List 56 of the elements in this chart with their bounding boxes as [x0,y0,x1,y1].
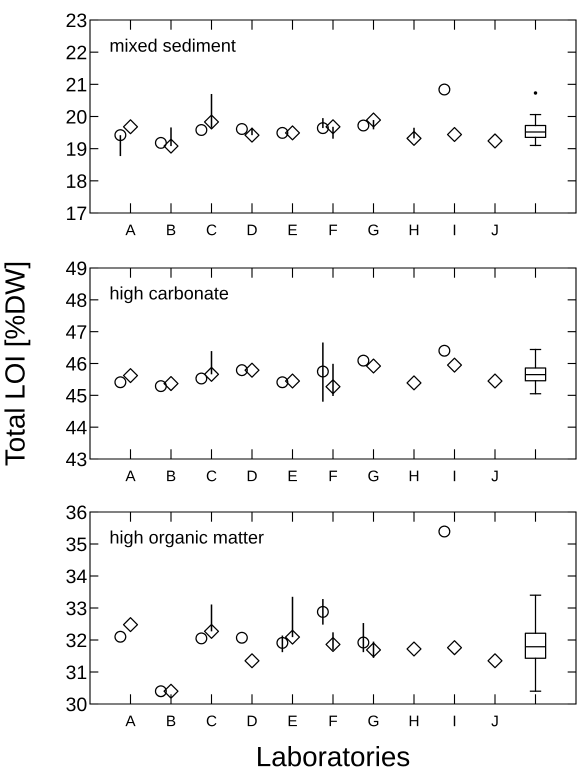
x-tick-label: D [248,716,257,726]
y-tick-label: 45 [66,389,86,403]
y-tick-label: 34 [66,569,87,584]
x-tick-label: F [330,224,338,236]
text: mixed sediment [110,38,236,52]
y-tick-label: 32 [66,633,86,648]
y-tick-label: 47 [66,325,86,339]
y-tick-label: 23 [66,13,86,28]
text: high organic matter [110,530,264,548]
x-tick-label: D [248,224,257,236]
y-tick-label: 48 [66,293,86,308]
y-tick-label: 49 [66,261,86,276]
y-tick-label: 31 [66,665,86,680]
y-tick-label: 18 [67,174,86,188]
x-tick-label: I [454,470,456,482]
x-tick-label: G [368,470,378,482]
x-tick-label: C [206,716,216,726]
x-tick-label: I [454,716,456,726]
y-axis-title: Total LOI [%DW] [4,262,30,466]
y-tick-label: 43 [66,452,86,466]
x-tick-label: J [491,470,498,482]
y-tick-label: 22 [66,46,86,60]
x-tick-label: H [410,716,418,726]
x-tick-label: I [454,224,456,236]
x-tick-label: C [206,224,216,236]
x-tick-label: J [491,716,498,726]
x-tick-label: B [167,224,176,236]
y-tick-label: 21 [66,78,86,92]
x-tick-label: J [491,224,498,236]
x-axis-title: Laboratories [258,746,410,766]
x-tick-label: G [368,716,378,726]
y-tick-label: 44 [66,420,87,434]
x-tick-label: E [288,716,297,726]
x-tick-label: A [125,470,136,482]
x-tick-label: F [330,470,338,482]
x-tick-label: F [330,716,338,726]
y-tick-label: 35 [66,537,86,552]
y-tick-label: 19 [67,142,86,156]
x-tick-label: B [167,716,176,726]
y-tick-label: 46 [66,356,86,371]
x-tick-label: H [410,224,418,236]
text: high carbonate [110,286,228,304]
x-tick-label: H [410,470,418,482]
y-tick-label: 20 [66,110,86,124]
y-tick-label: 30 [66,697,86,712]
x-tick-label: A [125,224,136,236]
y-tick-label: 33 [66,601,86,616]
x-tick-label: A [125,716,136,726]
x-tick-label: B [167,470,176,482]
x-tick-label: G [368,224,378,236]
x-tick-label: C [206,470,216,482]
x-tick-label: E [288,470,297,482]
x-tick-label: E [288,224,297,236]
x-tick-label: D [248,470,257,482]
y-tick-label: 36 [66,505,86,520]
y-tick-label: 17 [67,206,86,220]
